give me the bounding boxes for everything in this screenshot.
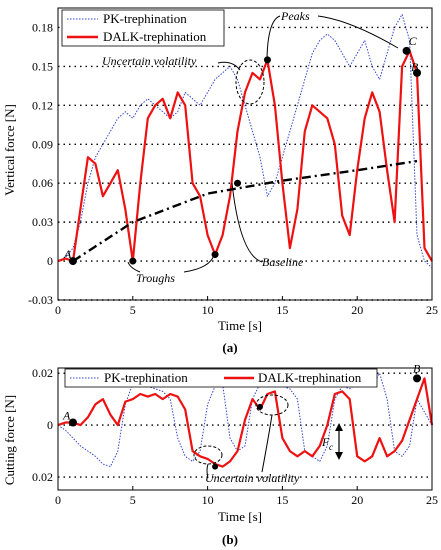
- series-line-b-dalk-trephination: [57, 377, 434, 468]
- annotation-troughs: Troughs: [136, 271, 175, 285]
- legend-a-dalk: DALK-trephination: [103, 29, 207, 44]
- y-tick-label-a-4: 0.09: [32, 137, 53, 151]
- x-tick-label-b-4: 20: [351, 493, 363, 507]
- annotation-baseline: Baseline: [262, 255, 304, 269]
- annotations-b: Uncertain volatility F c: [193, 394, 343, 485]
- annotation-uncertain-volatility-b: Uncertain volatility: [205, 471, 300, 485]
- panel-label-b: (b): [222, 532, 238, 547]
- y-tick-label-a-0: -0.03: [28, 293, 53, 307]
- y-tick-label-b-2: 0.02: [32, 470, 53, 484]
- series-line-a-baseline: [72, 159, 418, 263]
- x-tick-label-a-2: 10: [202, 303, 214, 317]
- x-tick-label-a-0: 0: [55, 303, 61, 317]
- legend-b-pk: PK-trephination: [104, 370, 188, 385]
- points-b: AB: [62, 361, 422, 470]
- y-tick-label-a-5: 0.12: [32, 98, 53, 112]
- y-tick-label-a-3: 0.06: [32, 176, 53, 190]
- axes-frame-a: [57, 7, 433, 301]
- grid-b: [58, 372, 432, 478]
- axes-frame-b: [57, 367, 433, 491]
- panel-label-a: (a): [222, 340, 237, 355]
- x-tick-label-b-2: 10: [202, 493, 214, 507]
- point-label-b-a: A: [62, 409, 71, 423]
- annotations-a: Uncertain volatility Peaks Troughs Basel…: [102, 9, 399, 285]
- marker-dot-a-3: [211, 251, 219, 259]
- x-tick-label-b-0: 0: [55, 493, 61, 507]
- y-tick-label-a-2: 0.03: [32, 215, 53, 229]
- series-a: [57, 14, 433, 268]
- marker-dot-a-4: [234, 179, 242, 187]
- y-tick-label-b-1: 0: [47, 418, 53, 432]
- y-tick-label-b-0: 0.02: [32, 366, 53, 380]
- x-tick-label-b-5: 25: [426, 493, 438, 507]
- legend-a: PK-trephination DALK-trephination: [61, 9, 225, 47]
- marker-dot-a-2: [129, 257, 137, 265]
- y-axis-label-b: Cutting force [N]: [2, 395, 17, 485]
- legend-b: PK-trephination DALK-trephination: [64, 368, 378, 388]
- grid-a: [58, 26, 432, 301]
- annotation-fc: F: [321, 435, 330, 449]
- x-tick-label-b-3: 15: [276, 493, 288, 507]
- x-tick-label-a-3: 15: [276, 303, 288, 317]
- x-tick-label-a-4: 20: [351, 303, 363, 317]
- series-line-a-dalk-trephination: [57, 49, 433, 263]
- y-tick-label-a-1: 0: [47, 254, 53, 268]
- point-label-a-b: B: [411, 60, 419, 74]
- marker-dot-b-1: [256, 403, 263, 410]
- y-tick-label-a-7: 0.18: [32, 20, 53, 34]
- points-a: A BC: [63, 34, 422, 266]
- marker-point-b-a: [68, 418, 77, 427]
- point-label-a-c: C: [409, 34, 418, 48]
- marker-dot-b-0: [212, 463, 219, 470]
- x-tick-label-a-5: 25: [426, 303, 438, 317]
- series-line-a-pk-trephination: [57, 14, 433, 268]
- x-tick-label-a-1: 5: [130, 303, 136, 317]
- legend-b-dalk: DALK-trephination: [258, 370, 362, 385]
- x-tick-label-b-1: 5: [130, 493, 136, 507]
- annotation-uncertain-volatility-a: Uncertain volatility: [102, 54, 197, 68]
- annotation-peaks: Peaks: [280, 9, 310, 23]
- marker-point-a-a: [68, 257, 77, 266]
- series-line-b-pk-trephination: [57, 372, 433, 468]
- axes-a: [57, 7, 433, 301]
- y-tick-label-a-6: 0.15: [32, 59, 53, 73]
- point-label-a-a: A: [63, 247, 72, 261]
- y-axis-label-a: Vertical force [N]: [2, 104, 17, 196]
- marker-point-a-b: [413, 68, 422, 77]
- marker-point-b-b: [413, 374, 422, 383]
- marker-dot-a-1: [403, 47, 411, 55]
- annotation-fc-subscript: c: [329, 442, 333, 452]
- axes-b: [57, 367, 433, 491]
- marker-dot-a-0: [263, 56, 271, 64]
- x-axis-label-b: Time [s]: [218, 509, 262, 524]
- series-b: [57, 372, 434, 468]
- x-axis-label-a: Time [s]: [218, 318, 262, 333]
- point-label-b-b: B: [413, 361, 421, 375]
- legend-a-pk: PK-trephination: [103, 11, 187, 26]
